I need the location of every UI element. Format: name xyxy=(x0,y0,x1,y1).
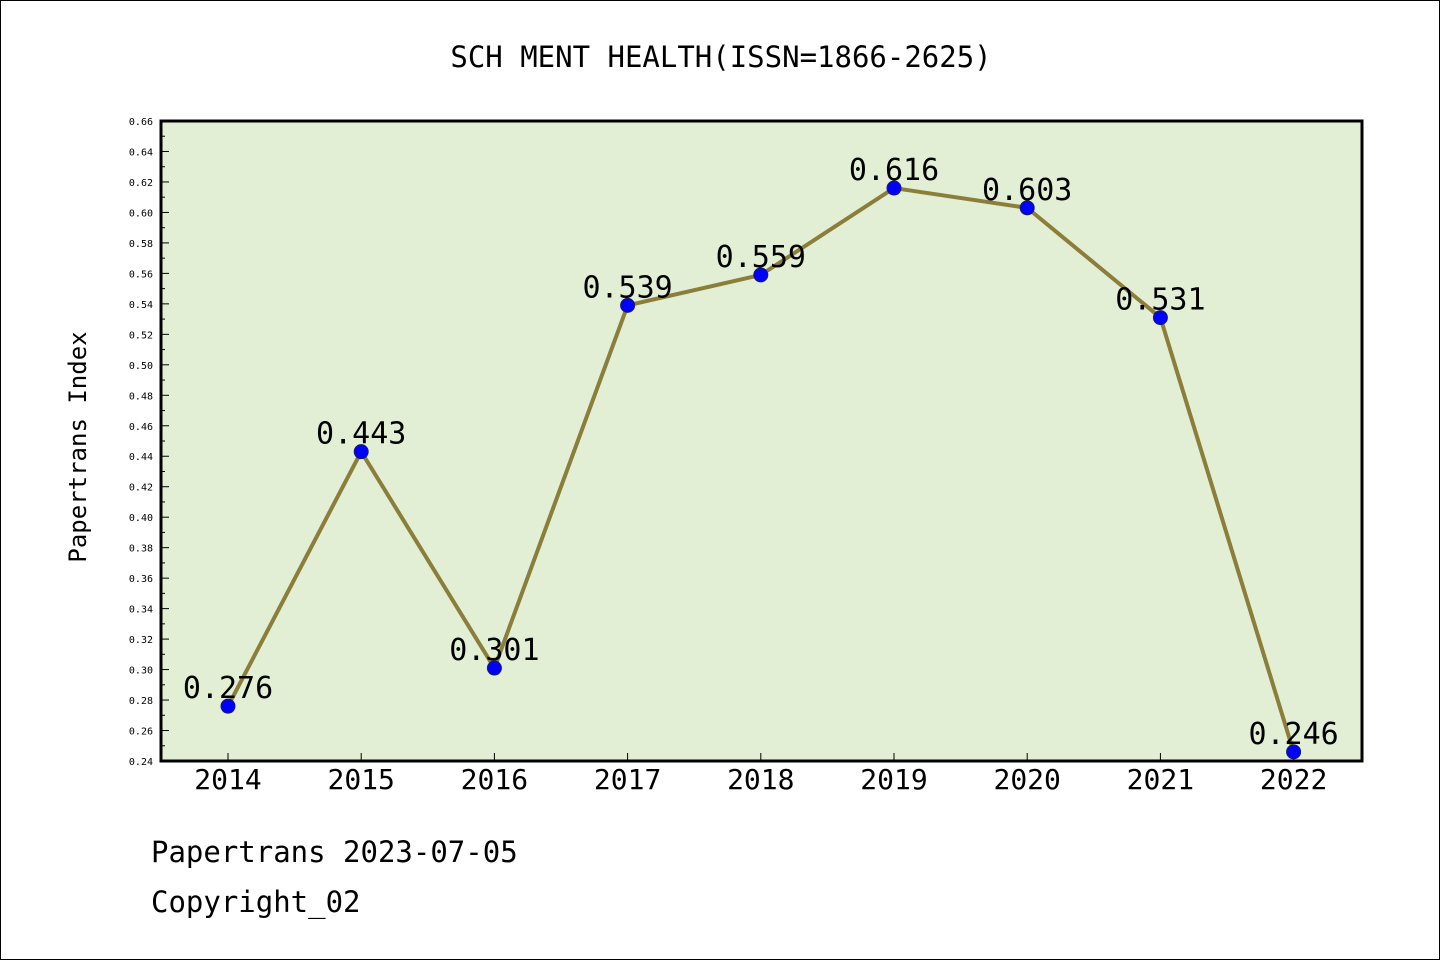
y-axis-ticks: 0.24 0.26 0.28 0.30 0.32 0.34 0.36 0.38 0.40 0.42… xyxy=(129,117,169,768)
y-tick-label: 0.56 xyxy=(129,269,153,280)
y-tick-label: 0.34 xyxy=(129,605,153,616)
y-tick-label: 0.30 xyxy=(129,666,153,677)
data-point xyxy=(753,267,769,283)
data-point xyxy=(220,698,236,714)
footer-date: Papertrans 2023-07-05 xyxy=(151,835,518,869)
data-point xyxy=(620,297,636,313)
y-tick-label: 0.28 xyxy=(129,696,153,707)
y-tick-label: 0.58 xyxy=(129,239,153,250)
y-tick-label: 0.36 xyxy=(129,574,153,585)
x-tick-label: 2017 xyxy=(594,763,661,796)
data-label: 0.559 xyxy=(716,240,806,275)
x-tick-label: 2022 xyxy=(1260,763,1327,796)
data-point xyxy=(1286,744,1302,760)
data-point xyxy=(886,180,902,196)
x-tick-label: 2019 xyxy=(860,763,927,796)
x-tick-label: 2020 xyxy=(993,763,1060,796)
y-tick-label: 0.54 xyxy=(129,300,153,311)
x-tick-label: 2014 xyxy=(194,763,261,796)
data-label: 0.531 xyxy=(1115,283,1205,318)
data-label: 0.603 xyxy=(982,173,1072,208)
plot-area xyxy=(159,119,1364,763)
chart-title: SCH MENT HEALTH(ISSN=1866-2625) xyxy=(450,40,991,74)
y-tick-label: 0.64 xyxy=(129,147,153,158)
data-label: 0.276 xyxy=(183,671,273,706)
y-tick-label: 0.24 xyxy=(129,757,153,768)
y-tick-label: 0.38 xyxy=(129,544,153,555)
y-tick-label: 0.26 xyxy=(129,727,153,738)
data-point xyxy=(1152,310,1168,326)
data-point xyxy=(1019,200,1035,216)
series-group: 0.276 0.443 0.301 0.539 0.559 0.616 0.603 0.531… xyxy=(183,153,1339,760)
data-label: 0.616 xyxy=(849,153,939,188)
y-tick-label: 0.40 xyxy=(129,513,153,524)
data-label: 0.443 xyxy=(316,417,406,452)
data-label: 0.246 xyxy=(1248,717,1338,752)
footer-copyright: Copyright_02 xyxy=(151,885,361,919)
y-tick-label: 0.52 xyxy=(129,330,153,341)
data-label: 0.539 xyxy=(582,270,672,305)
y-tick-label: 0.32 xyxy=(129,635,153,646)
data-point xyxy=(486,660,502,676)
x-tick-label: 2016 xyxy=(461,763,528,796)
y-tick-label: 0.44 xyxy=(129,452,153,463)
y-tick-label: 0.62 xyxy=(129,178,153,189)
x-axis-ticks: 2014 2015 2016 2017 2018 2019 2020 2021 2022 xyxy=(194,753,1327,796)
y-tick-label: 0.46 xyxy=(129,422,153,433)
x-tick-label: 2015 xyxy=(327,763,394,796)
y-tick-label: 0.60 xyxy=(129,208,153,219)
data-label: 0.301 xyxy=(449,633,539,668)
y-tick-label: 0.66 xyxy=(129,117,153,128)
data-point xyxy=(353,444,369,460)
y-tick-label: 0.50 xyxy=(129,361,153,372)
x-tick-label: 2021 xyxy=(1127,763,1194,796)
y-axis-label: Papertrans Index xyxy=(64,331,92,562)
y-tick-label: 0.42 xyxy=(129,483,153,494)
x-tick-label: 2018 xyxy=(727,763,794,796)
y-tick-label: 0.48 xyxy=(129,391,153,402)
